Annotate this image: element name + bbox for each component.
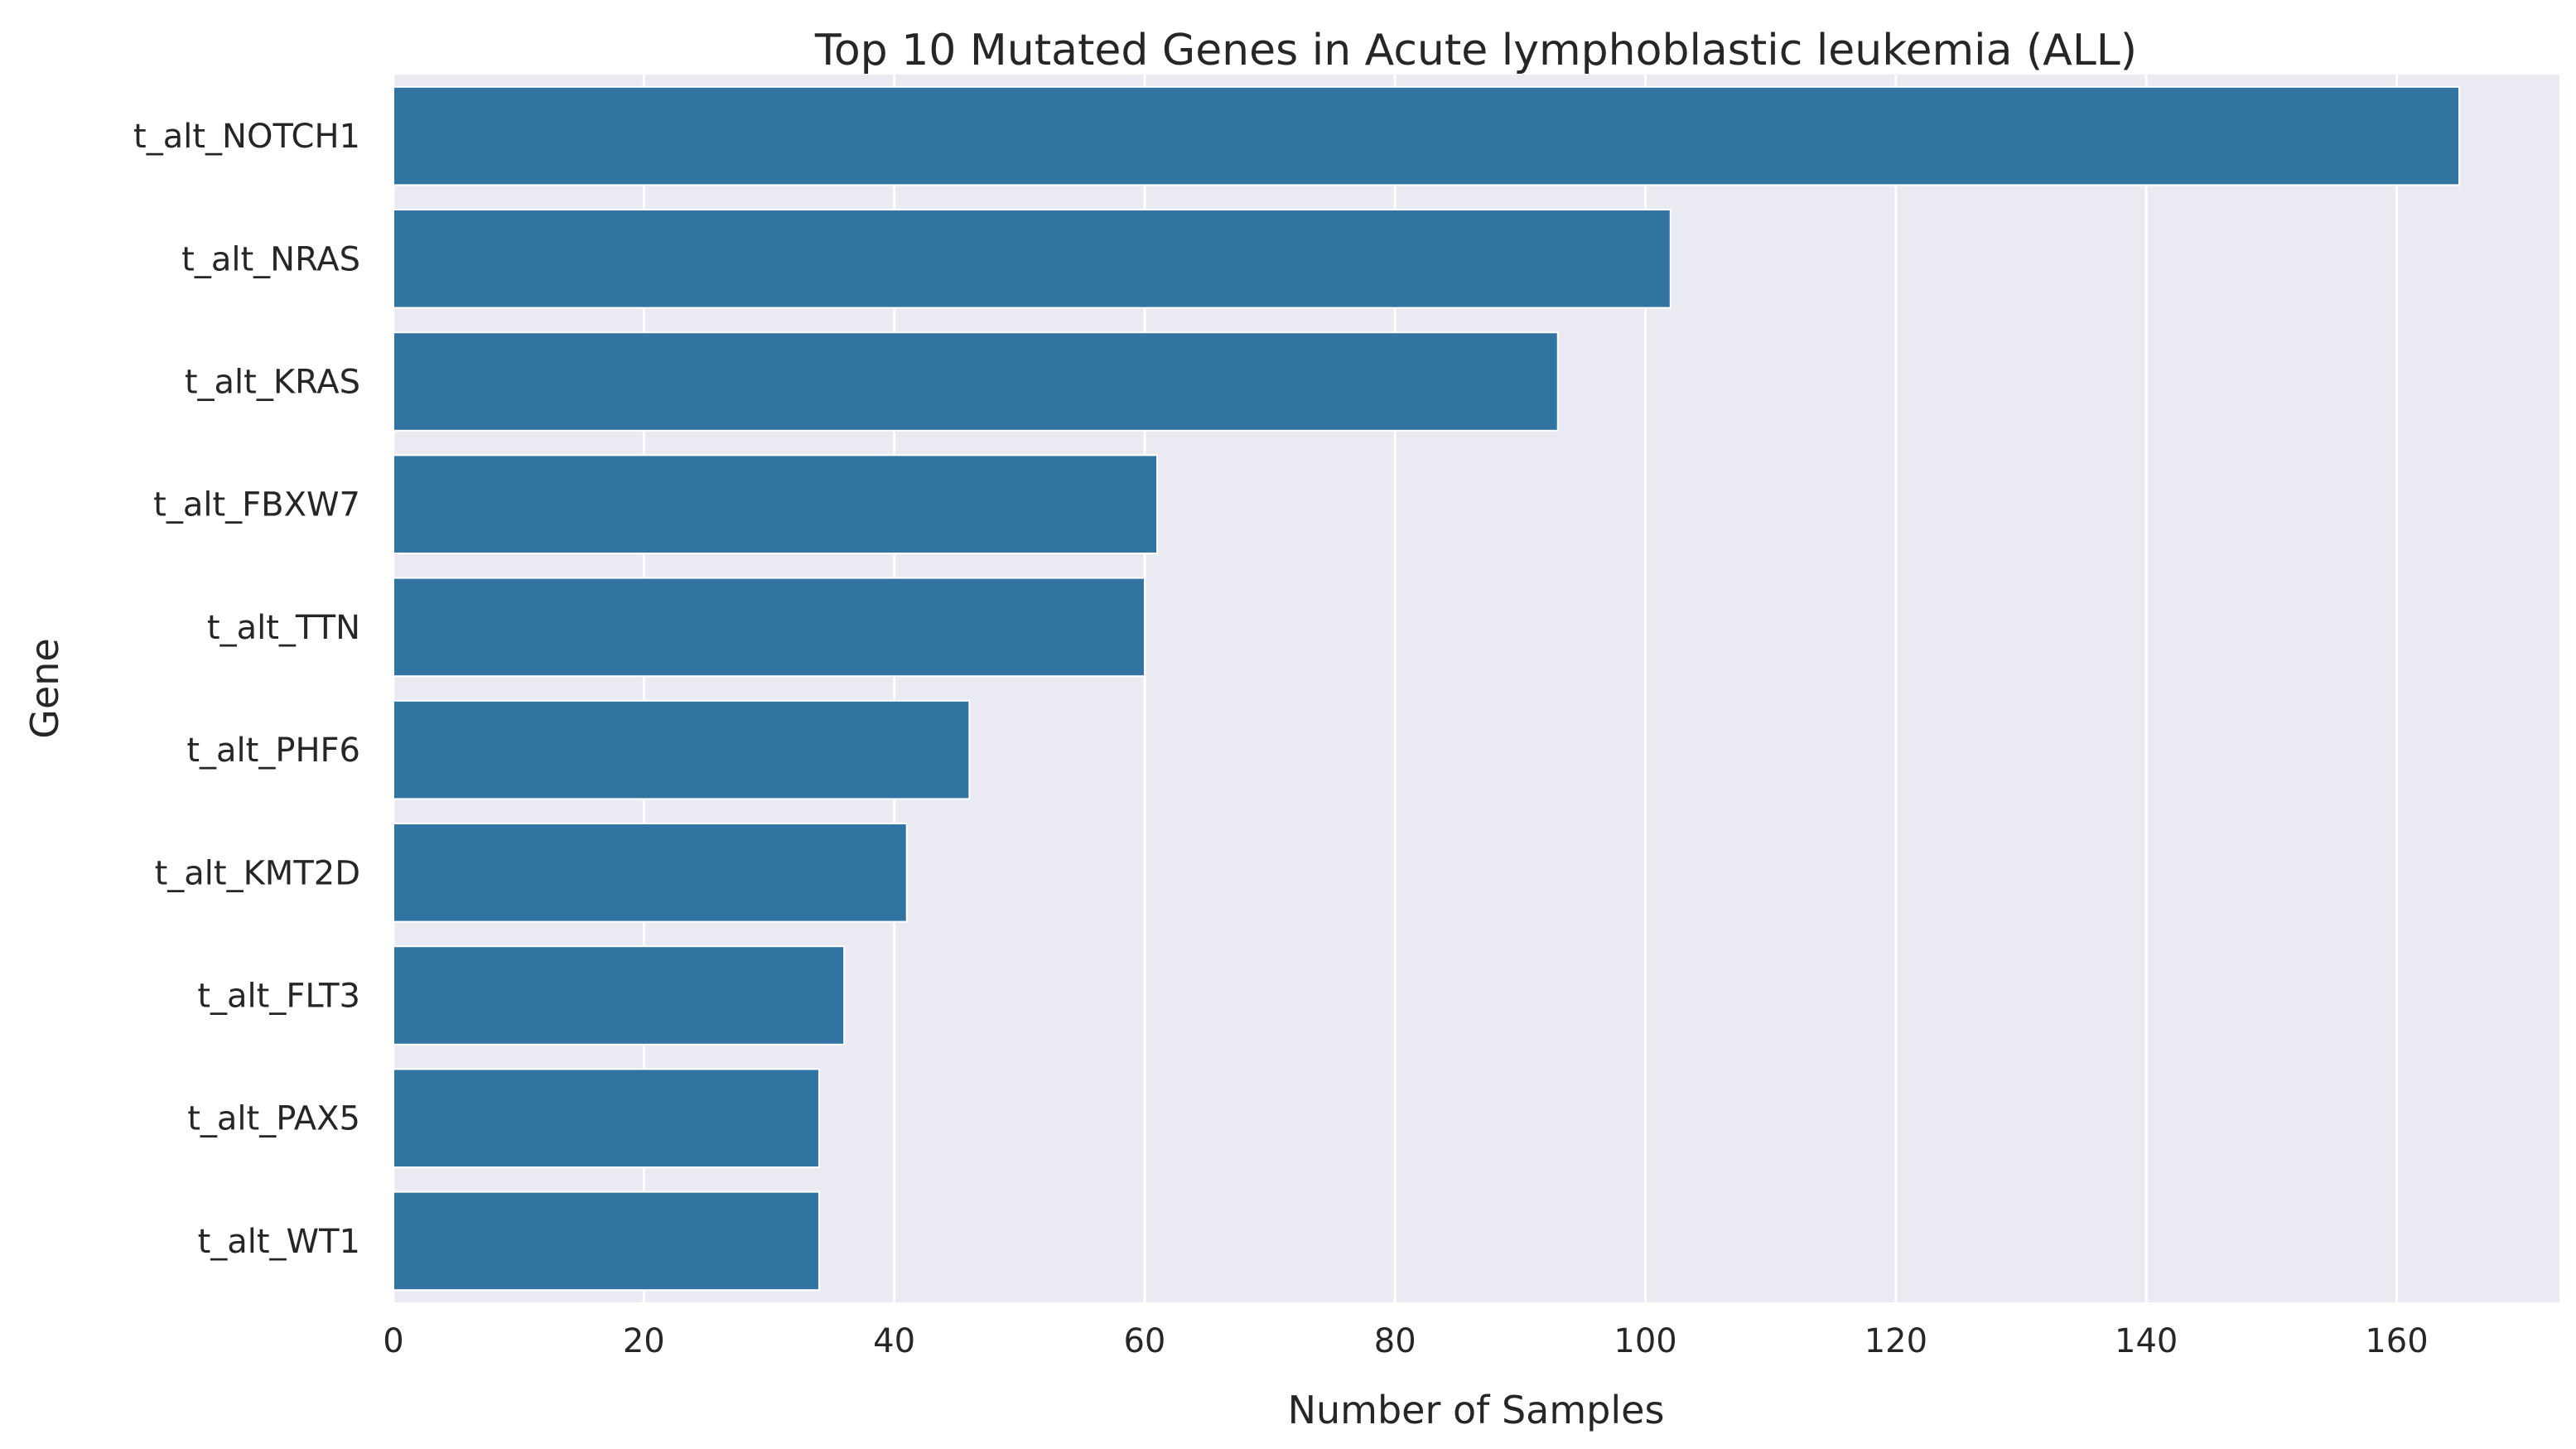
bar-t-alt-wt1 — [393, 1191, 820, 1292]
y-axis-ticks: t_alt_NOTCH1 t_alt_NRAS t_alt_KRAS t_alt_FB… — [133, 118, 360, 1261]
x-axis-label: Number of Samples — [1288, 1388, 1665, 1432]
x-axis-ticks: 0 20 40 60 80 100 120 140 160 — [383, 1322, 2428, 1360]
bar-t-alt-flt3 — [393, 945, 846, 1046]
bar-t-alt-phf6 — [393, 699, 971, 800]
bar-t-alt-notch1 — [393, 85, 2461, 186]
bar-t-alt-kras — [393, 331, 1559, 432]
y-tick-label: t_alt_FLT3 — [197, 978, 360, 1016]
y-tick-label: t_alt_NRAS — [181, 240, 360, 278]
x-tick-label: 20 — [623, 1322, 665, 1360]
y-axis-label: Gene — [22, 638, 67, 738]
x-tick-label: 120 — [1864, 1322, 1927, 1360]
x-tick-label: 80 — [1374, 1322, 1416, 1360]
bar-t-alt-nras — [393, 209, 1672, 309]
chart-title: Top 10 Mutated Genes in Acute lymphoblas… — [814, 26, 2137, 75]
y-tick-label: t_alt_KMT2D — [155, 854, 360, 892]
bar-t-alt-pax5 — [393, 1068, 820, 1168]
bar-t-alt-fbxw7 — [393, 454, 1159, 554]
y-tick-label: t_alt_KRAS — [185, 364, 360, 402]
bar-t-alt-kmt2d — [393, 823, 908, 923]
x-tick-label: 60 — [1123, 1322, 1165, 1360]
bars — [393, 85, 2461, 1292]
y-tick-label: t_alt_PHF6 — [186, 732, 360, 770]
y-tick-label: t_alt_WT1 — [198, 1223, 360, 1261]
y-tick-label: t_alt_TTN — [207, 609, 360, 647]
y-tick-label: t_alt_NOTCH1 — [133, 118, 360, 156]
y-tick-label: t_alt_PAX5 — [187, 1100, 360, 1138]
x-tick-label: 160 — [2365, 1322, 2428, 1360]
x-tick-label: 100 — [1614, 1322, 1676, 1360]
x-tick-label: 140 — [2115, 1322, 2178, 1360]
bar-t-alt-ttn — [393, 577, 1146, 678]
x-tick-label: 0 — [383, 1322, 403, 1360]
y-tick-label: t_alt_FBXW7 — [153, 486, 360, 524]
x-tick-label: 40 — [873, 1322, 915, 1360]
